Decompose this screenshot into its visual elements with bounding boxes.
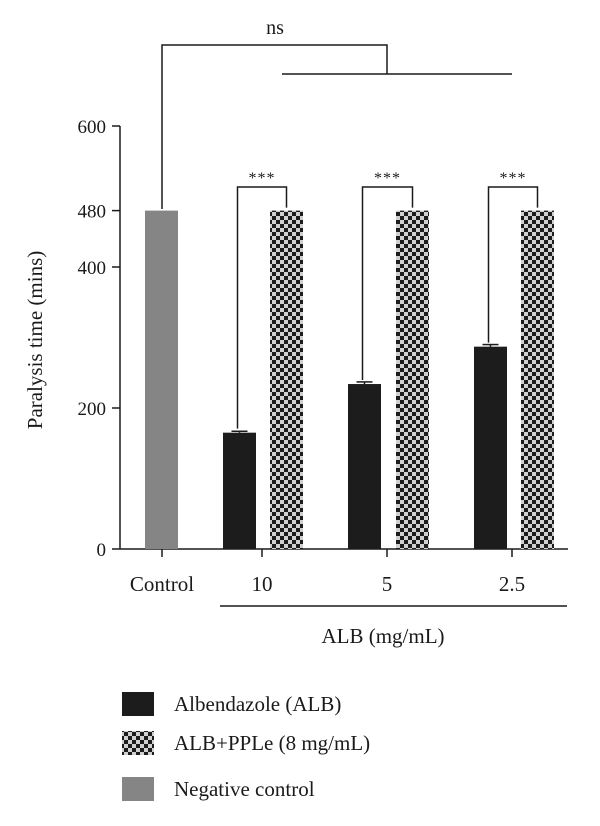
legend: Albendazole (ALB) ALB+PPLe (8 mg/mL) Negat… [122,692,370,801]
y-axis-title: Paralysis time (mins) [23,251,47,429]
bar-albendazole [474,346,507,549]
x-tick-label: 10 [252,572,273,596]
x-tick-label: 2.5 [499,572,525,596]
legend-label: ALB+PPLe (8 mg/mL) [174,731,370,755]
y-tick-label: 480 [78,202,107,223]
y-tick-label: 400 [78,258,107,279]
y-tick-label: 0 [97,540,107,561]
bar-albendazole [223,432,256,549]
bar-alb-ppl [521,210,554,549]
significance-brackets: *** *** *** ns [161,17,539,429]
group-axis-label: ALB (mg/mL) [321,624,444,648]
bars [145,210,554,549]
significance-bracket [487,186,539,343]
significance-label: *** [249,170,276,187]
significance-bracket [361,186,414,381]
legend-label: Negative control [174,777,315,801]
significance-bracket [236,186,288,429]
x-tick-label: 5 [382,572,393,596]
legend-swatch [122,692,154,716]
y-ticks: 0 200 400 480 600 [78,117,120,561]
y-tick-label: 600 [78,117,107,138]
x-tick-label: Control [130,572,194,596]
ns-bracket [161,44,388,209]
significance-label: *** [500,170,527,187]
bar-albendazole [348,384,381,549]
bar-negative-control [145,210,178,549]
legend-swatch [122,777,154,801]
legend-label: Albendazole (ALB) [174,692,341,716]
legend-swatch [122,731,154,755]
bar-alb-ppl [396,210,429,549]
ns-label: ns [266,17,284,39]
x-labels: Control 10 5 2.5 [130,549,567,607]
y-tick-label: 200 [78,399,107,420]
significance-label: *** [374,170,401,187]
bar-alb-ppl [270,210,303,549]
